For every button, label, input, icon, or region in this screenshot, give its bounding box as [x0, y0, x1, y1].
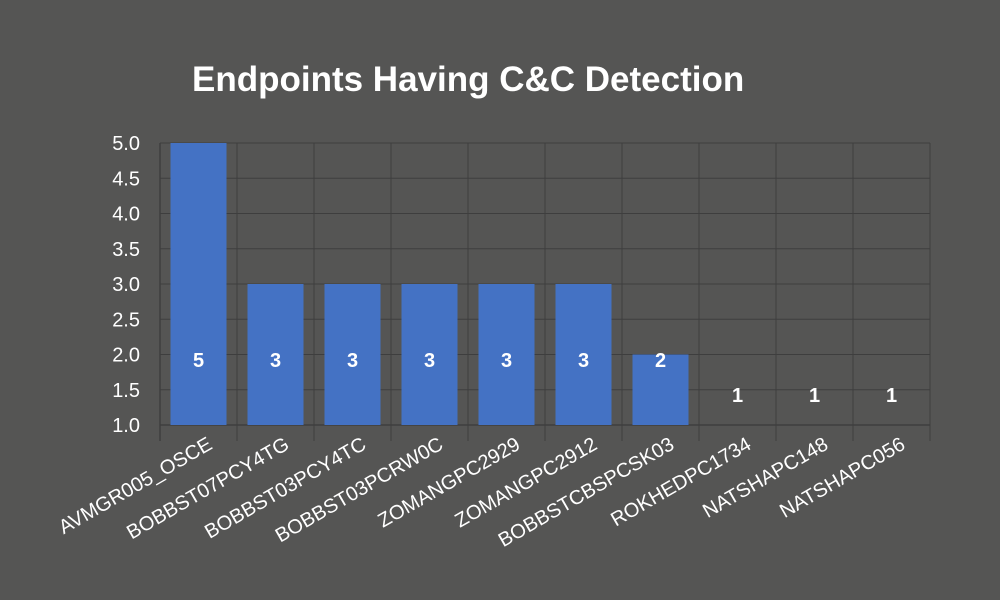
- data-label: 2: [655, 350, 666, 372]
- y-tick-label: 1.0: [112, 415, 140, 437]
- data-label: 3: [578, 350, 589, 372]
- bar: [401, 284, 458, 425]
- y-tick-label: 4.0: [112, 204, 140, 226]
- data-label: 3: [270, 350, 281, 372]
- data-label: 5: [193, 350, 204, 372]
- y-tick-label: 1.5: [112, 380, 140, 402]
- chart-title: Endpoints Having C&C Detection: [192, 60, 745, 99]
- y-tick-label: 4.5: [112, 168, 140, 190]
- bar: [632, 354, 689, 425]
- bar: [170, 143, 227, 425]
- category-label: ZOMANGPC2929: [374, 433, 524, 532]
- category-label: ROKHEDPC1734: [607, 433, 755, 531]
- y-tick-label: 3.5: [112, 239, 140, 261]
- data-label: 1: [809, 385, 820, 407]
- y-tick-label: 2.5: [112, 309, 140, 331]
- data-label: 3: [424, 350, 435, 372]
- data-label: 1: [732, 385, 743, 407]
- data-label: 3: [501, 350, 512, 372]
- y-tick-label: 3.0: [112, 274, 140, 296]
- bar: [555, 284, 612, 425]
- y-tick-label: 2.0: [112, 345, 140, 367]
- bar: [478, 284, 535, 425]
- bar: [324, 284, 381, 425]
- y-tick-label: 5.0: [112, 133, 140, 155]
- bar: [247, 284, 304, 425]
- data-label: 3: [347, 350, 358, 372]
- data-label: 1: [886, 385, 897, 407]
